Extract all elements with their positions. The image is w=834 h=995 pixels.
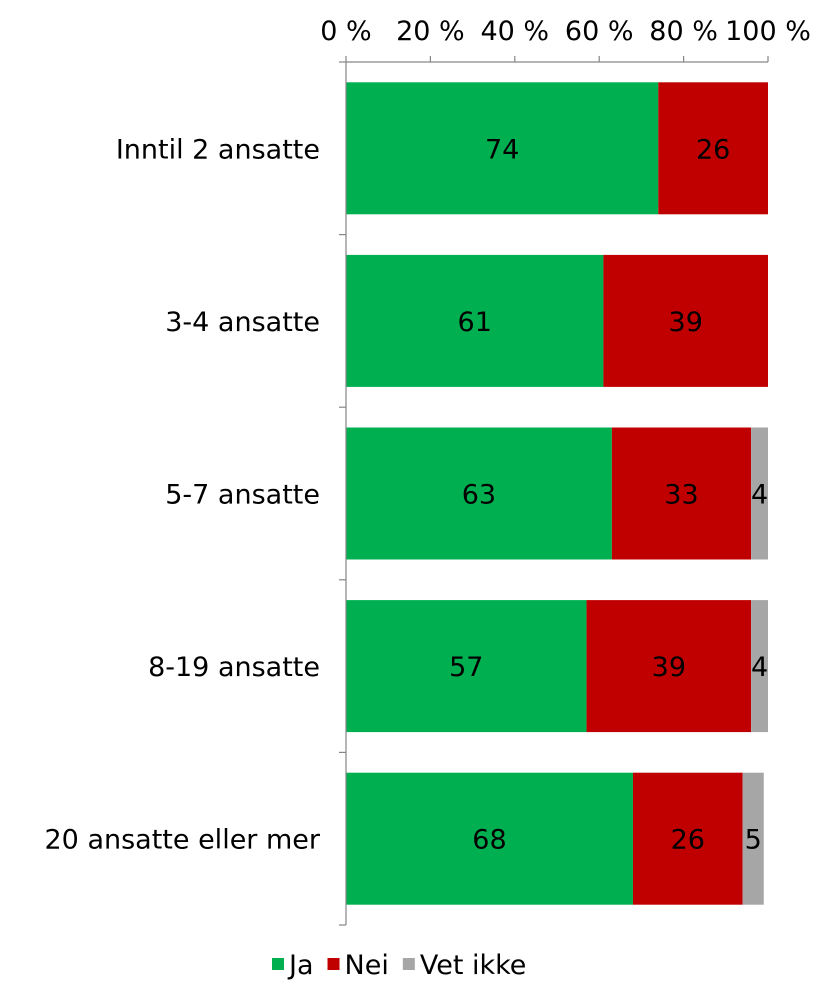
bar-ja bbox=[346, 600, 587, 733]
category-label: Inntil 2 ansatte bbox=[116, 134, 320, 165]
data-label: 63 bbox=[462, 480, 496, 511]
legend: Ja Nei Vet ikke bbox=[272, 950, 526, 981]
bar-vet-ikke bbox=[751, 427, 768, 560]
data-label: 5 bbox=[745, 825, 762, 856]
bar-nei bbox=[658, 82, 768, 215]
bar-ja bbox=[346, 82, 659, 215]
bar-vet-ikke bbox=[751, 600, 768, 733]
bar-nei bbox=[611, 427, 752, 560]
bar-nei bbox=[632, 772, 743, 905]
x-tick-label: 0 % bbox=[320, 16, 371, 47]
data-label: 68 bbox=[472, 825, 506, 856]
bar-vet-ikke bbox=[742, 772, 764, 905]
category-label: 3-4 ansatte bbox=[165, 307, 320, 338]
x-tick-label: 20 % bbox=[396, 16, 465, 47]
bar-ja bbox=[346, 427, 612, 560]
category-label: 8-19 ansatte bbox=[148, 652, 320, 683]
category-label: 20 ansatte eller mer bbox=[45, 825, 321, 856]
x-axis-ticks: 0 % 20 % 40 % 60 % 80 % 100 % bbox=[320, 16, 811, 47]
data-label: 61 bbox=[458, 307, 492, 338]
data-label: 74 bbox=[485, 134, 519, 165]
legend-swatch-ja bbox=[272, 958, 284, 970]
legend-swatch-vet-ikke bbox=[402, 958, 415, 970]
bars: 74 26 61 39 63 33 4 57 39 4 68 26 5 bbox=[346, 82, 768, 905]
data-label: 39 bbox=[669, 307, 703, 338]
data-label: 26 bbox=[696, 134, 730, 165]
data-label: 4 bbox=[751, 652, 768, 683]
data-label: 33 bbox=[664, 480, 698, 511]
bar-nei bbox=[586, 600, 752, 733]
data-label: 57 bbox=[449, 652, 483, 683]
x-tick-label: 40 % bbox=[480, 16, 549, 47]
data-label: 4 bbox=[751, 480, 768, 511]
data-label: 26 bbox=[671, 825, 705, 856]
category-label: 5-7 ansatte bbox=[165, 480, 320, 511]
bar-ja bbox=[346, 254, 604, 387]
x-tick-label: 100 % bbox=[725, 16, 811, 47]
data-label: 39 bbox=[652, 652, 686, 683]
x-tick-label: 80 % bbox=[649, 16, 718, 47]
legend-label: Ja bbox=[287, 950, 314, 981]
bar-nei bbox=[603, 254, 768, 387]
legend-label: Nei bbox=[345, 950, 389, 981]
category-labels: Inntil 2 ansatte 3-4 ansatte 5-7 ansatte 8-… bbox=[45, 134, 321, 855]
legend-swatch-nei bbox=[327, 958, 340, 970]
legend-label: Vet ikke bbox=[420, 950, 527, 981]
axes bbox=[339, 56, 769, 926]
bar-ja bbox=[346, 772, 633, 905]
x-tick-label: 60 % bbox=[565, 16, 634, 47]
